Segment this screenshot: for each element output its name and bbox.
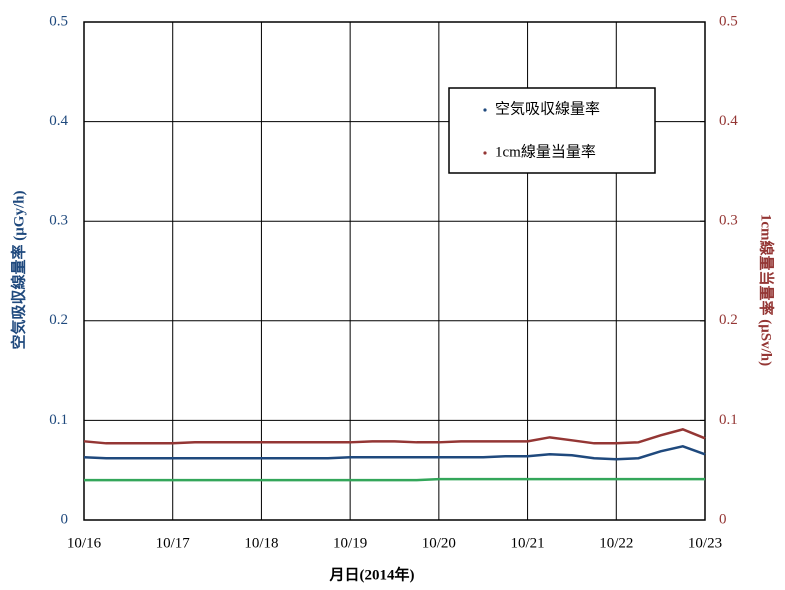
y2-tick-label: 0.3 xyxy=(719,213,738,229)
y2-axis-label: 1cm線量当量率 (μSv/h) xyxy=(758,214,776,366)
y2-tick-label: 0.1 xyxy=(719,412,738,428)
y2-tick-label: 0.2 xyxy=(719,312,738,328)
x-tick-label: 10/22 xyxy=(599,535,633,551)
series-line xyxy=(83,428,706,445)
x-tick-label: 10/23 xyxy=(688,535,722,551)
legend-label: 1cm線量当量率 xyxy=(495,143,596,160)
y-axis-label: 空気吸収線量率 (μGy/h) xyxy=(9,191,27,350)
series-line xyxy=(83,444,706,461)
y-tick-label: 0.5 xyxy=(49,13,68,29)
x-axis-label: 月日(2014年) xyxy=(329,565,415,583)
x-tick-label: 10/18 xyxy=(244,535,278,551)
legend-marker xyxy=(483,108,487,112)
y-tick-label: 0.1 xyxy=(49,412,68,428)
legend: 空気吸収線量率 1cm線量当量率 xyxy=(448,87,656,174)
x-tick-label: 10/21 xyxy=(510,535,544,551)
x-tick-label: 10/16 xyxy=(67,535,102,551)
x-tick-label: 10/20 xyxy=(422,535,456,551)
series-line xyxy=(84,477,705,482)
y-tick-label: 0.4 xyxy=(49,113,68,129)
legend-box xyxy=(448,87,656,174)
legend-marker xyxy=(483,151,487,155)
y2-tick-label: 0 xyxy=(719,511,727,527)
y-tick-label: 0 xyxy=(61,511,69,527)
y2-tick-label: 0.5 xyxy=(719,13,738,29)
plot-frame xyxy=(83,21,706,521)
x-tick-label: 10/19 xyxy=(333,535,367,551)
x-tick-label: 10/17 xyxy=(156,535,191,551)
y2-tick-label: 0.4 xyxy=(719,113,738,129)
y-tick-label: 0.3 xyxy=(49,213,68,229)
legend-label: 空気吸収線量率 xyxy=(495,100,600,117)
y-tick-label: 0.2 xyxy=(49,312,68,328)
